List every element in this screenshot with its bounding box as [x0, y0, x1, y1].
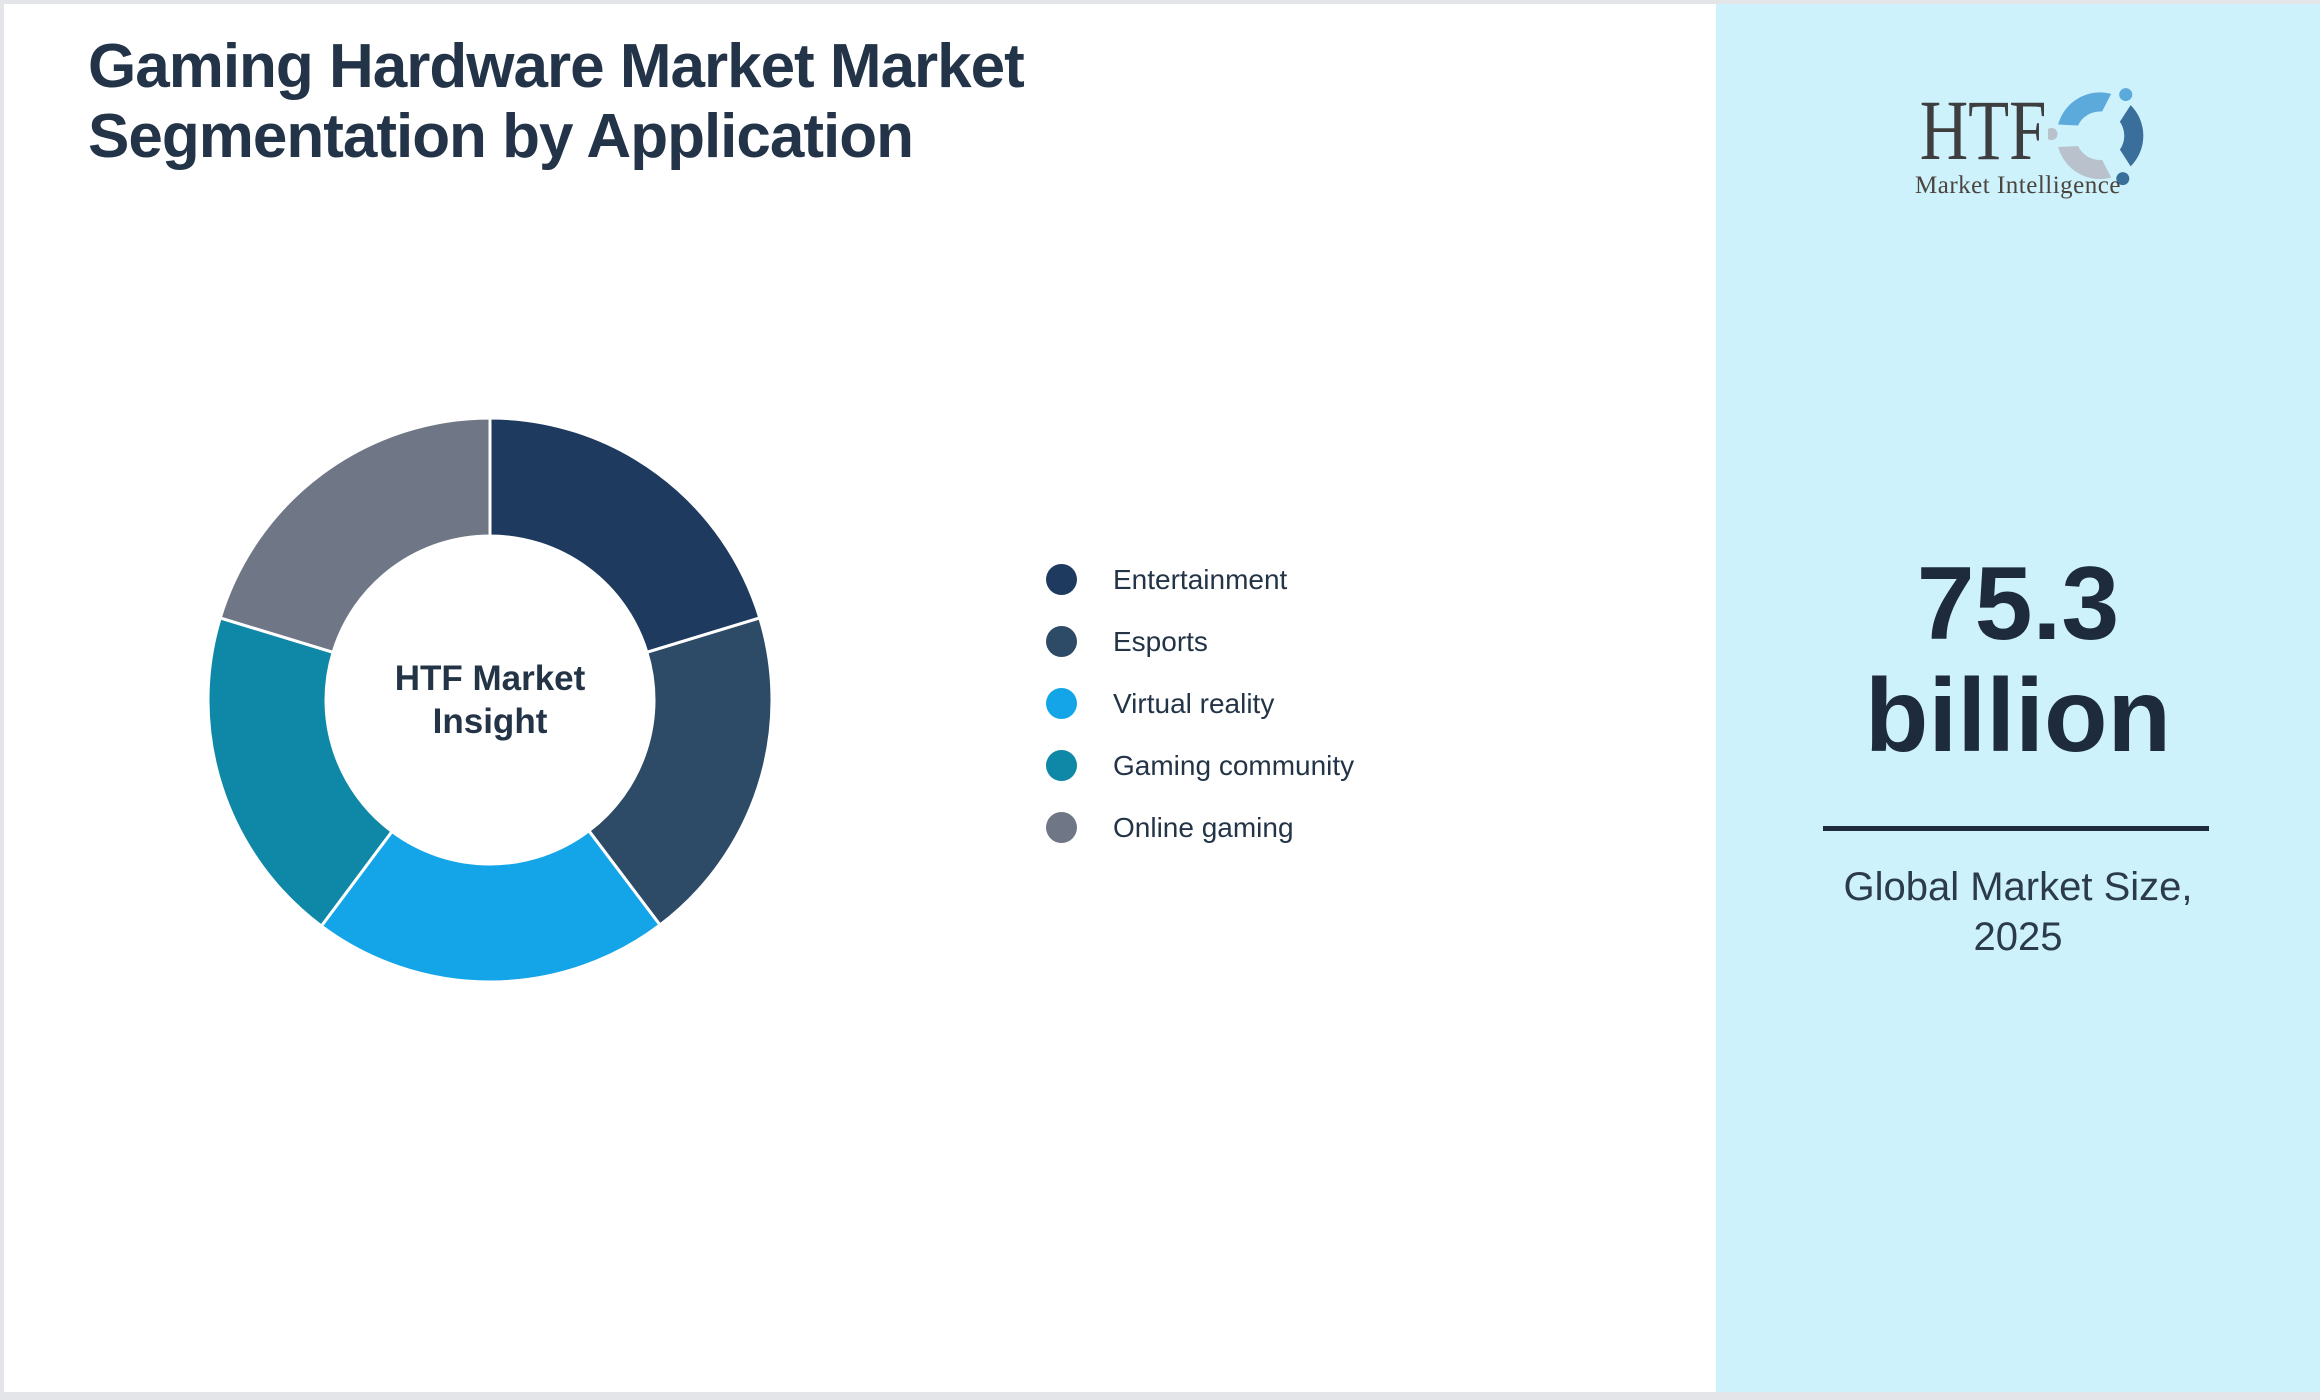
donut-slice-2 [319, 829, 662, 984]
legend-label: Gaming community [1113, 749, 1355, 781]
donut-center-label: HTF Market Insight [394, 659, 586, 741]
legend-dot [1046, 812, 1077, 843]
htf-logo-swirl-icon [2048, 88, 2144, 186]
legend-item: Entertainment [1046, 564, 1354, 595]
legend-item: Virtual reality [1046, 688, 1354, 719]
donut-slice-3 [206, 616, 394, 928]
legend-label: Esports [1113, 625, 1208, 657]
legend-dot [1046, 750, 1077, 781]
legend-label: Online gaming [1113, 811, 1294, 843]
legend-dot [1046, 564, 1077, 595]
legend-label: Entertainment [1113, 563, 1288, 595]
infographic-page: Gaming Hardware Market Market Segmentati… [4, 4, 2320, 1392]
donut-slice-4 [218, 416, 492, 654]
donut-chart: HTF Market Insight [190, 400, 790, 1000]
donut-slice-1 [587, 616, 774, 927]
htf-logo-text: HTF [1919, 82, 2047, 178]
market-size-caption: Global Market Size, 2025 [1843, 865, 2193, 959]
legend-label: Virtual reality [1113, 687, 1275, 719]
donut-svg [206, 416, 774, 984]
market-size-unit: billion [1864, 658, 2172, 774]
legend-dot [1046, 626, 1077, 657]
page-title: Gaming Hardware Market Market Segmentati… [88, 32, 1025, 171]
donut-slice-0 [488, 416, 762, 654]
legend-item: Online gaming [1046, 812, 1354, 843]
market-size-figure: 75.3 billion [1716, 548, 2320, 772]
legend-dot [1046, 688, 1077, 719]
legend-item: Gaming community [1046, 750, 1354, 781]
market-size-panel: HTF Market Intelligence [1716, 4, 2320, 1392]
htf-logo: HTF Market Intelligence [1716, 82, 2320, 200]
chart-legend: Entertainment Esports Virtual reality Ga… [1046, 564, 1354, 874]
market-size-value: 75.3 [1916, 546, 2120, 662]
panel-divider [1823, 826, 2209, 831]
htf-logo-subtitle: Market Intelligence [1915, 172, 2121, 199]
legend-item: Esports [1046, 626, 1354, 657]
